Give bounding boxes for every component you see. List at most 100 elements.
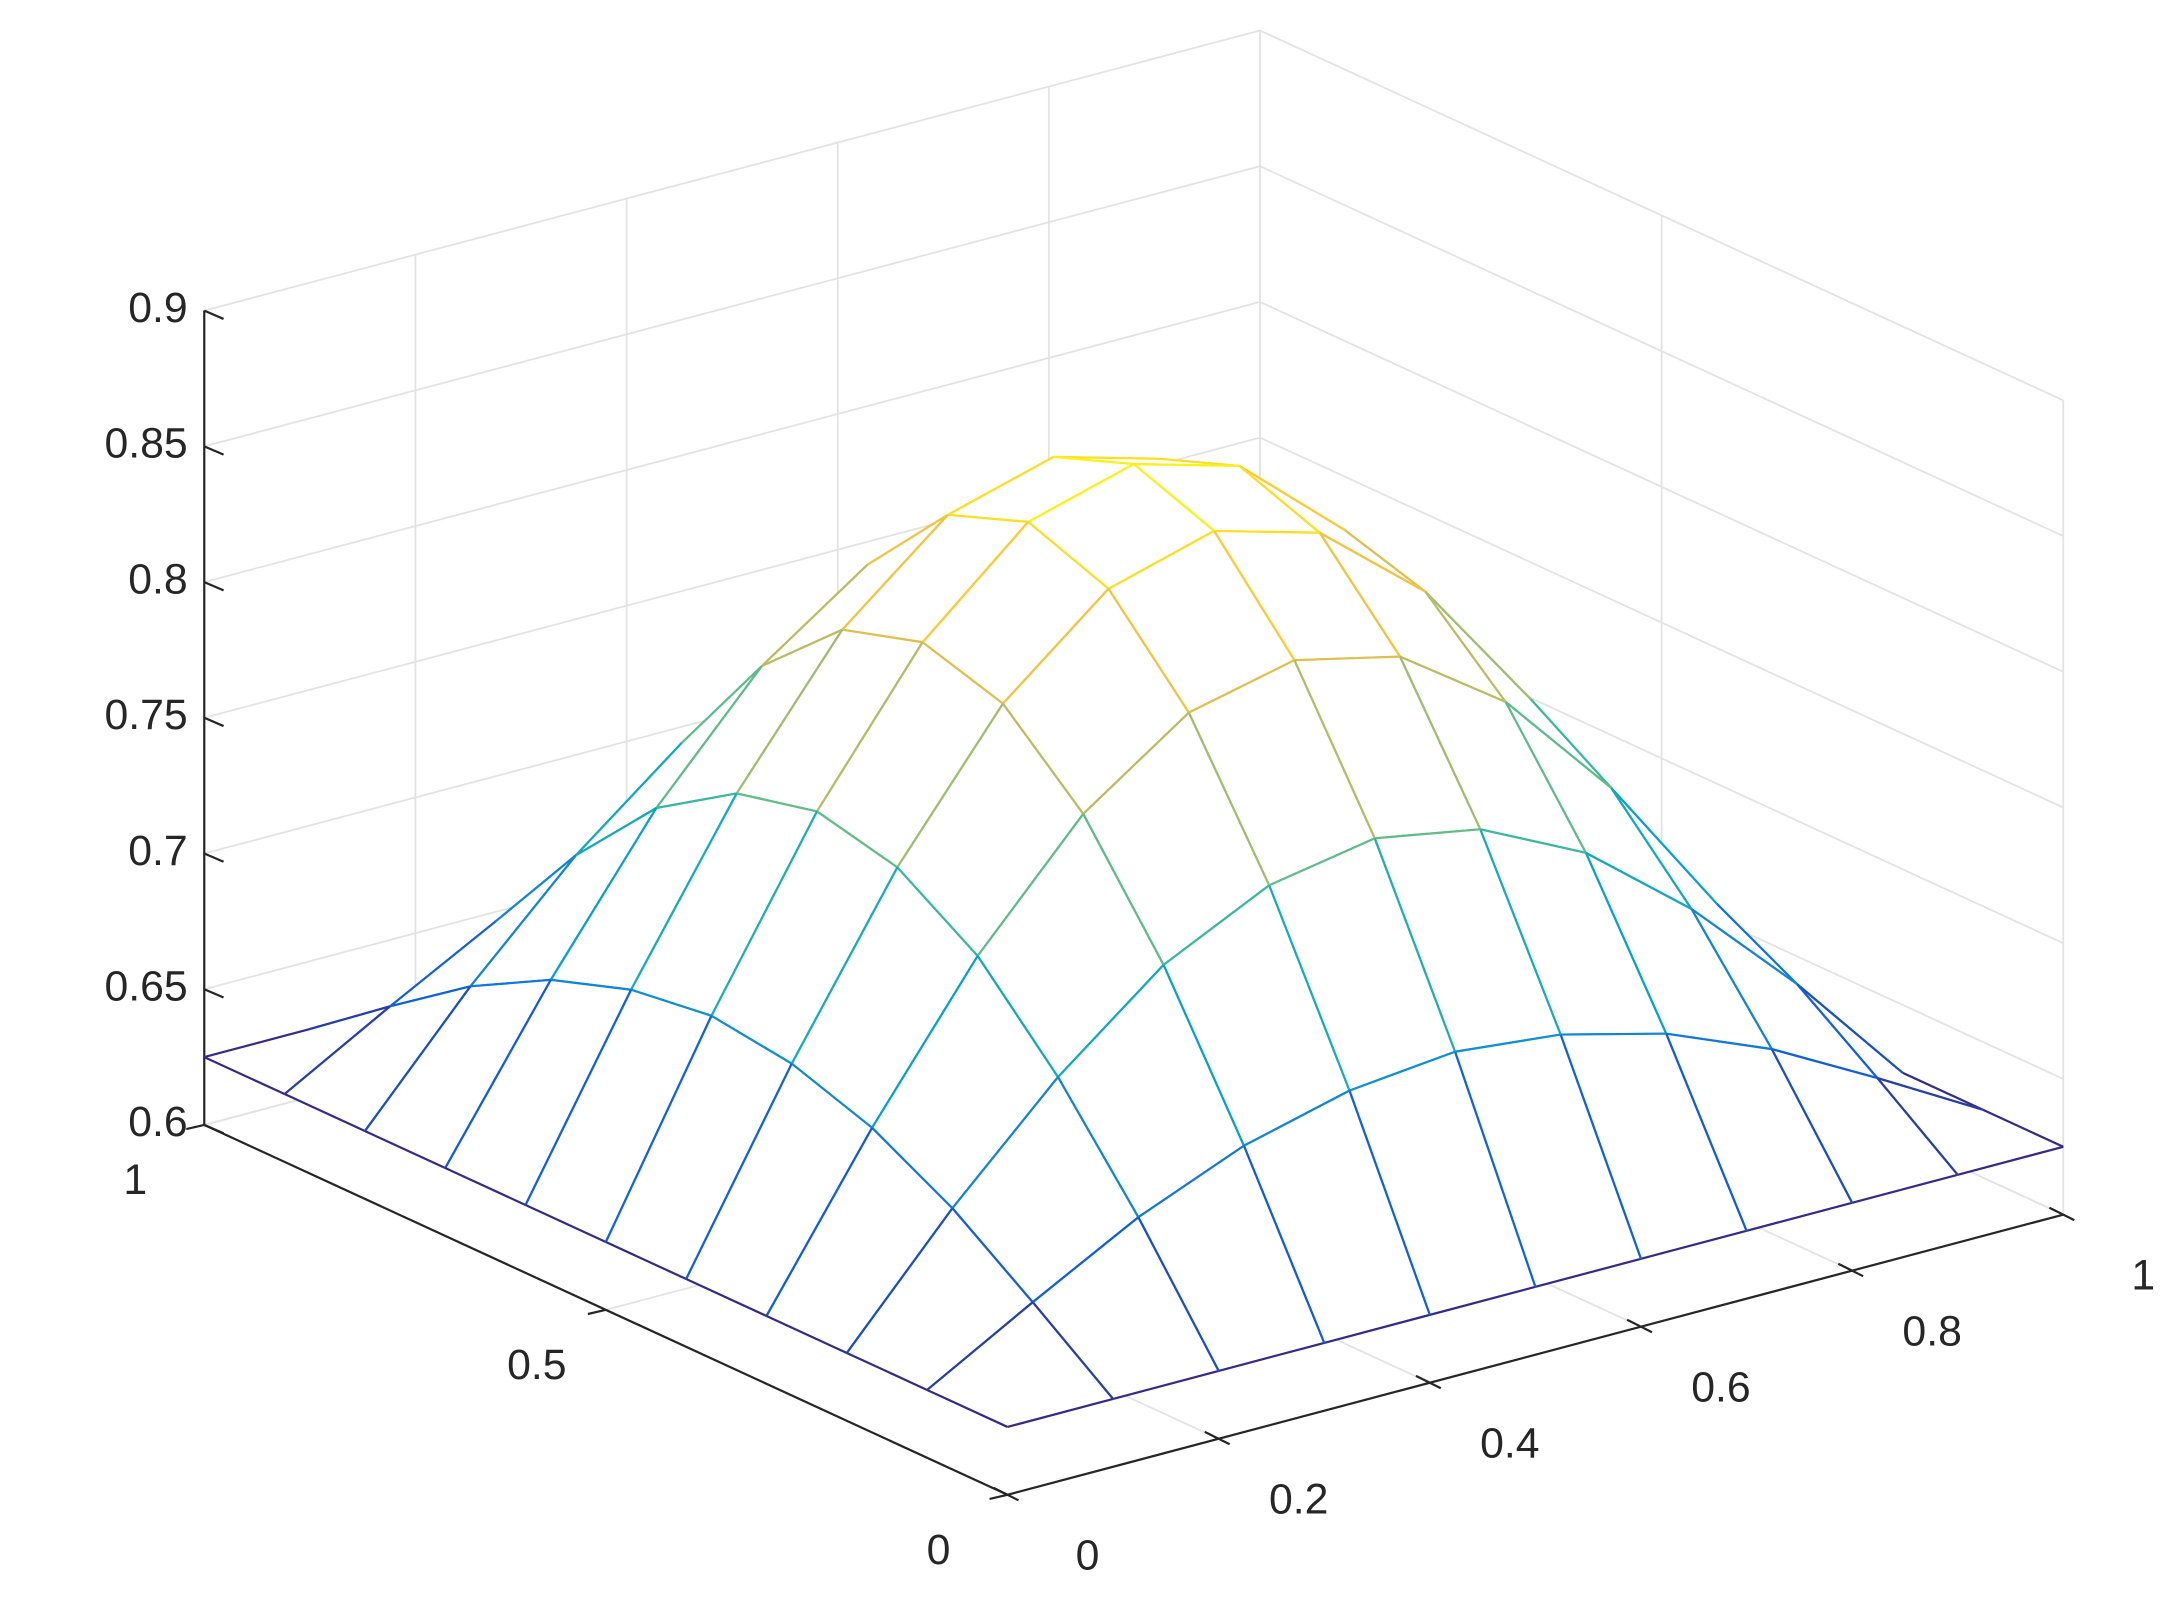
- mesh-edge: [1294, 655, 1401, 662]
- mesh-face: [576, 665, 762, 856]
- mesh-face: [846, 1208, 1033, 1390]
- mesh-edge: [1243, 1089, 1350, 1147]
- mesh-face: [1133, 464, 1320, 533]
- mesh-edge: [685, 1063, 793, 1280]
- mesh-face: [525, 989, 712, 1243]
- mesh-edge: [951, 1207, 1034, 1303]
- mesh-face: [284, 986, 471, 1132]
- mesh-edge: [309, 1005, 391, 1031]
- mesh-edge: [866, 513, 949, 566]
- mesh-edge: [1479, 828, 1562, 1035]
- mesh-edge: [761, 563, 869, 667]
- z-tick-label: 0.75: [104, 691, 187, 739]
- x-tick-label: 0.4: [1480, 1420, 1539, 1468]
- mesh-edge: [1349, 1050, 1456, 1092]
- mesh-edge: [790, 866, 899, 1065]
- tick-mark: [1429, 1381, 1442, 1390]
- mesh-face: [952, 1077, 1139, 1303]
- tick-mark: [989, 1493, 1008, 1501]
- tick-mark: [203, 988, 225, 999]
- y-tick-label: 0.5: [507, 1341, 566, 1389]
- mesh-edge: [1344, 529, 1426, 593]
- mesh-face: [761, 514, 948, 666]
- mesh-edge: [1504, 701, 1587, 854]
- mesh-edge: [389, 920, 497, 1008]
- z-tick-label: 0.85: [104, 420, 187, 468]
- mesh-face: [791, 867, 978, 1128]
- mesh-face: [1138, 1145, 1325, 1371]
- mesh-edge: [1957, 1145, 2064, 1176]
- mesh-edge: [1665, 1033, 1748, 1232]
- mesh-edge: [604, 1015, 713, 1243]
- tick-mark: [203, 309, 225, 320]
- tick-mark: [203, 716, 225, 728]
- tick-mark: [993, 1486, 1008, 1496]
- mesh-edge: [469, 854, 577, 988]
- mesh-edge: [1031, 1301, 1114, 1400]
- mesh-edge: [816, 810, 898, 869]
- mesh-face: [1691, 908, 1878, 1079]
- mesh-face: [1666, 1033, 1853, 1231]
- mesh-face: [1002, 588, 1189, 814]
- grid-line: [1259, 165, 2064, 537]
- mesh-edge: [1053, 455, 1160, 460]
- tick-mark: [1626, 1318, 1642, 1328]
- mesh-edge: [1137, 1144, 1245, 1219]
- grid-line: [1259, 29, 2064, 402]
- grid-line: [204, 165, 1261, 448]
- mesh-edge: [1218, 1341, 1325, 1372]
- mesh-edge: [710, 1014, 793, 1065]
- mesh-edge: [524, 989, 633, 1206]
- mesh-edge: [1213, 530, 1296, 661]
- mesh-face: [1771, 1049, 1958, 1203]
- mesh-edge: [470, 978, 551, 988]
- mesh-edge: [1007, 1397, 1114, 1429]
- mesh-edge: [896, 703, 1004, 868]
- mesh-edge: [951, 1076, 1059, 1209]
- mesh-edge: [1796, 983, 1904, 1074]
- mesh-edge: [284, 1093, 366, 1133]
- mesh-edge: [1770, 1048, 1854, 1204]
- mesh-edge: [203, 1056, 286, 1096]
- mesh-edge: [1535, 1257, 1642, 1288]
- mesh-edge: [1399, 655, 1506, 703]
- mesh-edge: [575, 807, 657, 857]
- mesh-edge: [1429, 1285, 1536, 1316]
- mesh-edge: [1876, 1077, 1959, 1176]
- mesh-edge: [1559, 1034, 1642, 1260]
- mesh-edge: [1902, 1071, 1984, 1111]
- mesh-edge: [1851, 1173, 1958, 1204]
- mesh-face: [1505, 701, 1692, 909]
- tick-mark: [2062, 1213, 2075, 1222]
- tick-mark: [1837, 1262, 1853, 1272]
- mesh-edge: [1610, 787, 1718, 905]
- mesh-face: [1585, 852, 1772, 1050]
- mesh-edge: [1374, 828, 1481, 840]
- mesh-edge: [1238, 464, 1346, 532]
- mesh-edge: [791, 1062, 873, 1129]
- mesh-edge: [1293, 659, 1376, 839]
- mesh-edge: [846, 1351, 928, 1391]
- mesh-edge: [1133, 463, 1215, 532]
- mesh-face: [605, 1015, 792, 1279]
- mesh-edge: [1690, 908, 1773, 1050]
- mesh-edge: [1424, 590, 1532, 701]
- mesh-edge: [947, 513, 1029, 524]
- mesh-edge: [389, 985, 471, 1008]
- mesh-face: [817, 642, 1003, 868]
- mesh-face: [736, 629, 923, 812]
- mesh-face: [1425, 591, 1612, 788]
- mesh-edge: [1268, 884, 1351, 1092]
- mesh-face: [872, 955, 1058, 1209]
- mesh-edge: [841, 514, 949, 631]
- mesh-edge: [630, 988, 712, 1017]
- mesh-edge: [1238, 465, 1321, 534]
- tick-mark: [203, 445, 225, 456]
- grid-line: [204, 29, 1261, 312]
- mesh-face: [364, 979, 551, 1169]
- x-tick-label: 0.8: [1902, 1307, 1961, 1355]
- mesh-edge: [947, 455, 1054, 516]
- mesh-edge: [1162, 884, 1270, 966]
- tick-mark: [2048, 1206, 2064, 1216]
- mesh-edge: [976, 813, 1085, 957]
